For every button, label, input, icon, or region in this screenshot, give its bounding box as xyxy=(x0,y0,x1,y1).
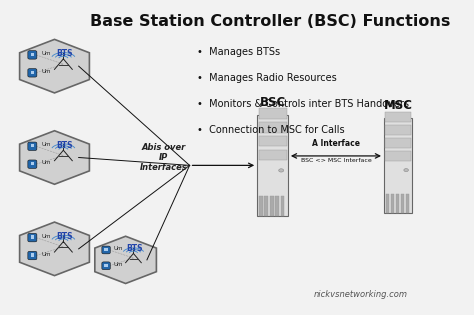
FancyBboxPatch shape xyxy=(104,264,108,267)
FancyBboxPatch shape xyxy=(259,196,263,216)
FancyBboxPatch shape xyxy=(28,142,37,151)
FancyBboxPatch shape xyxy=(275,196,279,216)
Polygon shape xyxy=(19,131,90,184)
FancyBboxPatch shape xyxy=(104,248,108,251)
Text: BSC <> MSC Interface: BSC <> MSC Interface xyxy=(301,158,371,163)
Text: Um: Um xyxy=(114,262,123,267)
FancyBboxPatch shape xyxy=(384,118,412,213)
FancyBboxPatch shape xyxy=(259,136,286,146)
Text: A Interface: A Interface xyxy=(312,139,360,148)
FancyBboxPatch shape xyxy=(401,194,404,213)
Text: •  Manages Radio Resources: • Manages Radio Resources xyxy=(197,73,337,83)
FancyBboxPatch shape xyxy=(30,53,34,56)
FancyBboxPatch shape xyxy=(385,138,411,148)
Text: BTS: BTS xyxy=(127,244,143,253)
Polygon shape xyxy=(95,236,156,284)
FancyBboxPatch shape xyxy=(264,196,268,216)
FancyBboxPatch shape xyxy=(259,122,286,133)
FancyBboxPatch shape xyxy=(30,236,34,239)
Text: MSC: MSC xyxy=(383,100,413,112)
FancyBboxPatch shape xyxy=(270,196,273,216)
FancyBboxPatch shape xyxy=(391,194,394,213)
Text: BSC: BSC xyxy=(259,96,286,109)
Text: Base Station Controller (BSC) Functions: Base Station Controller (BSC) Functions xyxy=(90,14,450,29)
FancyBboxPatch shape xyxy=(385,151,411,161)
FancyBboxPatch shape xyxy=(28,51,37,59)
FancyBboxPatch shape xyxy=(102,262,110,270)
FancyBboxPatch shape xyxy=(385,124,411,135)
FancyBboxPatch shape xyxy=(30,144,34,147)
FancyBboxPatch shape xyxy=(257,115,288,216)
FancyBboxPatch shape xyxy=(259,150,286,160)
Polygon shape xyxy=(19,39,90,93)
Text: Um: Um xyxy=(41,142,51,147)
Text: Um: Um xyxy=(114,246,123,251)
FancyBboxPatch shape xyxy=(30,253,34,257)
FancyBboxPatch shape xyxy=(28,69,37,77)
FancyBboxPatch shape xyxy=(28,160,37,169)
Text: •  Connection to MSC for Calls: • Connection to MSC for Calls xyxy=(197,125,344,135)
Text: Um: Um xyxy=(41,51,51,56)
Circle shape xyxy=(404,169,409,172)
FancyBboxPatch shape xyxy=(386,194,389,213)
Polygon shape xyxy=(19,222,90,276)
Text: Um: Um xyxy=(41,69,51,74)
Text: BTS: BTS xyxy=(57,232,73,241)
Text: •  Monitors & Controls inter BTS Handovers: • Monitors & Controls inter BTS Handover… xyxy=(197,99,409,109)
FancyBboxPatch shape xyxy=(396,194,399,213)
FancyBboxPatch shape xyxy=(28,233,37,242)
Text: BTS: BTS xyxy=(57,140,73,150)
FancyBboxPatch shape xyxy=(406,194,409,213)
Text: •  Manages BTSs: • Manages BTSs xyxy=(197,47,280,57)
Text: BTS: BTS xyxy=(57,49,73,58)
Text: Um: Um xyxy=(41,234,51,239)
FancyBboxPatch shape xyxy=(385,112,411,122)
Text: Um: Um xyxy=(41,160,51,165)
FancyBboxPatch shape xyxy=(30,71,34,74)
FancyBboxPatch shape xyxy=(281,196,284,216)
Text: nickvsnetworking.com: nickvsnetworking.com xyxy=(313,290,407,299)
Circle shape xyxy=(279,169,283,172)
Text: Abis over
IP
Interfaces: Abis over IP Interfaces xyxy=(140,143,187,172)
FancyBboxPatch shape xyxy=(28,251,37,260)
FancyBboxPatch shape xyxy=(259,108,286,119)
Text: Um: Um xyxy=(41,252,51,257)
FancyBboxPatch shape xyxy=(102,246,110,254)
FancyBboxPatch shape xyxy=(30,162,34,165)
